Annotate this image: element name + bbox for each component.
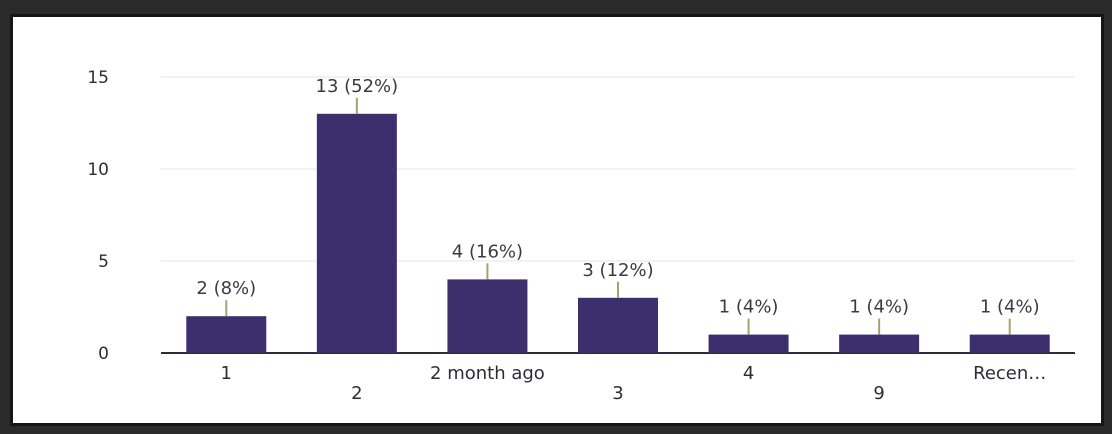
bar <box>708 334 789 353</box>
y-tick-label: 0 <box>98 344 109 364</box>
bar <box>578 297 658 353</box>
data-label: 4 (16%) <box>452 241 523 262</box>
top-frame-edge <box>0 0 1112 14</box>
x-tick-label: 9 <box>873 383 884 404</box>
chart-panel: 0 5 10 15 2 (8%) 1 13 (52%) 2 4 (16%) 2 month ago… <box>10 14 1104 426</box>
y-tick-label: 15 <box>87 68 109 88</box>
bar <box>186 316 267 353</box>
data-label: 3 (12%) <box>582 260 653 281</box>
data-label: 1 (4%) <box>980 297 1040 318</box>
y-tick-label: 5 <box>98 252 109 272</box>
x-tick-label: 4 <box>743 363 754 384</box>
data-label: 13 (52%) <box>316 76 399 97</box>
data-label: 2 (8%) <box>196 278 256 299</box>
y-tick-label: 10 <box>87 160 109 180</box>
x-tick-label: 3 <box>612 383 623 404</box>
bar <box>969 334 1050 353</box>
bar <box>447 279 528 353</box>
bar <box>839 334 920 353</box>
x-tick-label: 2 month ago <box>430 363 545 384</box>
bar-chart: 0 5 10 15 2 (8%) 1 13 (52%) 2 4 (16%) 2 month ago… <box>87 68 1075 404</box>
bar <box>316 113 397 353</box>
x-tick-label: 1 <box>221 363 232 384</box>
data-label: 1 (4%) <box>849 297 909 318</box>
x-tick-label: Recen… <box>973 363 1046 384</box>
x-tick-label: 2 <box>351 383 362 404</box>
data-label: 1 (4%) <box>719 297 779 318</box>
